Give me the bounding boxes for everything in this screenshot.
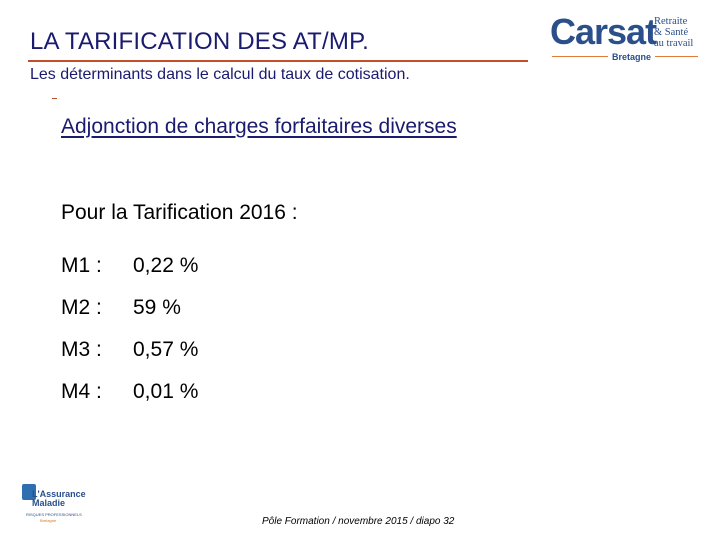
assurance-maladie-line: Maladie xyxy=(32,498,66,508)
decorative-dash xyxy=(52,98,57,99)
rate-row: M4 : 0,01 % xyxy=(61,371,198,413)
slide-footer: Pôle Formation / novembre 2015 / diapo 3… xyxy=(262,516,455,527)
carsat-logo: Carsat Retraite & Santé au travail Breta… xyxy=(550,12,700,64)
carsat-logo-tagline: Retraite & Santé au travail xyxy=(654,16,693,49)
intro-text: Pour la Tarification 2016 : xyxy=(61,201,298,224)
title-rule xyxy=(28,60,528,62)
assurance-maladie-region: Bretagne xyxy=(40,518,57,523)
rate-label: M1 : xyxy=(61,254,102,277)
assurance-maladie-logo-text: L'Assurance Maladie xyxy=(32,490,86,508)
rate-label: M3 : xyxy=(61,338,102,361)
assurance-maladie-logo-mark xyxy=(22,484,36,500)
page-subtitle: Les déterminants dans le calcul du taux … xyxy=(30,66,410,83)
rate-value: 0,22 % xyxy=(133,254,199,277)
rate-label: M2 : xyxy=(61,296,102,319)
assurance-maladie-logo: L'Assurance Maladie RISQUES PROFESSIONNE… xyxy=(18,482,92,526)
rate-row: M1 : 0,22 % xyxy=(61,245,198,287)
rate-row: M3 : 0,57 % xyxy=(61,329,198,371)
rate-row: M2 : 59 % xyxy=(61,287,198,329)
rate-label: M4 : xyxy=(61,380,102,403)
assurance-maladie-sub: RISQUES PROFESSIONNELS xyxy=(26,512,82,517)
carsat-logo-region: Bretagne xyxy=(608,52,656,62)
carsat-tagline-line: & Santé xyxy=(654,27,689,38)
rate-value: 59 % xyxy=(133,296,181,319)
rate-value: 0,01 % xyxy=(133,380,199,403)
page-title: LA TARIFICATION DES AT/MP. xyxy=(30,28,370,55)
rates-list: M1 : 0,22 % M2 : 59 % M3 : 0,57 % M4 : 0… xyxy=(61,245,198,413)
carsat-logo-word: Carsat xyxy=(550,11,657,52)
rate-value: 0,57 % xyxy=(133,338,199,361)
carsat-tagline-line: au travail xyxy=(654,38,694,49)
carsat-tagline-line: Retraite xyxy=(654,16,688,27)
assurance-maladie-line: L'Assurance xyxy=(32,489,86,499)
section-heading: Adjonction de charges forfaitaires diver… xyxy=(61,115,457,138)
